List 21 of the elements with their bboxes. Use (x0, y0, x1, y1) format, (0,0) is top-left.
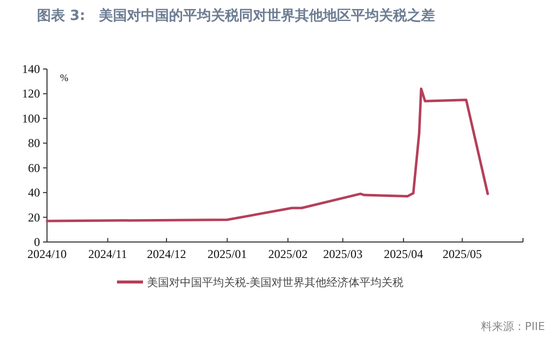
x-tick-label: 2025/05 (442, 247, 482, 261)
y-tick-label: 100 (22, 111, 40, 126)
y-tick-label: 20 (28, 210, 40, 224)
y-tick-label: 120 (22, 86, 40, 101)
y-tick-label: 60 (28, 160, 40, 175)
y-tick-label: 140 (22, 62, 40, 76)
y-tick-label: 0 (34, 235, 40, 249)
chart-title: 图表 3: 美国对中国的平均关税同对世界其他地区平均关税之差 (37, 7, 436, 24)
y-axis-title: % (60, 73, 68, 84)
x-tick-label: 2025/04 (384, 247, 424, 261)
legend-label: 美国对中国平均关税-美国对世界其他经济体平均关税 (147, 276, 404, 289)
x-tick-label: 2024/12 (146, 247, 186, 261)
x-tick-label: 2024/11 (88, 247, 128, 261)
x-tick-label: 2024/10 (27, 247, 67, 261)
x-tick-label: 2025/01 (208, 247, 247, 261)
y-tick-label: 40 (28, 186, 40, 200)
x-tick-label: 2025/03 (323, 247, 362, 261)
text: 料来源：PIIE (480, 320, 546, 333)
y-tick-label: 80 (28, 136, 40, 150)
x-tick-label: 2025/02 (268, 247, 308, 261)
line-series (46, 88, 489, 222)
